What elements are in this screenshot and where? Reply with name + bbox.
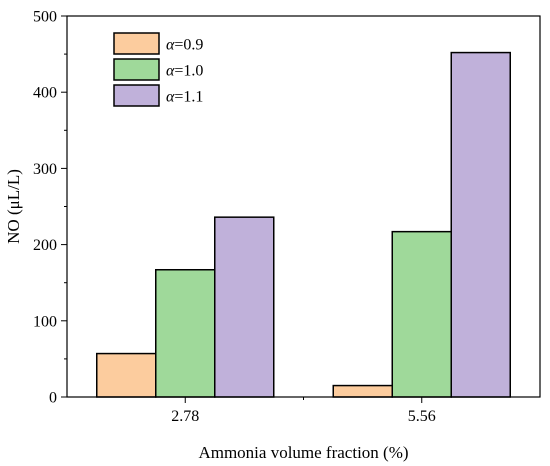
legend-swatch-2 (113, 58, 160, 81)
legend-label-1: α=0.9 (166, 37, 203, 54)
legend: α=0.9 α=1.0 α=1.1 (113, 32, 203, 107)
legend-swatch-3 (113, 84, 160, 107)
y-tick-label-4: 400 (33, 85, 57, 102)
x-tick-label-1: 5.56 (408, 408, 436, 425)
x-tick-label-0: 2.78 (171, 408, 199, 425)
legend-swatch-1 (113, 32, 160, 55)
y-tick-label-1: 100 (33, 313, 57, 330)
y-axis-title: NO (μL/L) (4, 169, 23, 244)
bar-2-cat-2 (391, 230, 452, 398)
legend-label-2: α=1.0 (166, 63, 203, 80)
y-tick-label-5: 500 (33, 9, 57, 26)
bar-3-cat-1 (214, 216, 275, 398)
y-tick-label-0: 0 (49, 390, 57, 407)
x-axis-title: Ammonia volume fraction (%) (198, 443, 408, 462)
y-tick-label-3: 300 (33, 161, 57, 178)
x-ticks-group: 2.78 5.56 (171, 397, 436, 425)
bar-3-cat-2 (450, 51, 511, 398)
bars-group (96, 51, 511, 398)
bar-2-cat-1 (155, 268, 216, 398)
y-tick-label-2: 200 (33, 237, 57, 254)
y-ticks-group: 0 100 200 300 400 500 (33, 9, 67, 407)
legend-label-3: α=1.1 (166, 89, 203, 106)
bar-1-cat-2 (332, 384, 393, 398)
bar-1-cat-1 (96, 352, 157, 398)
